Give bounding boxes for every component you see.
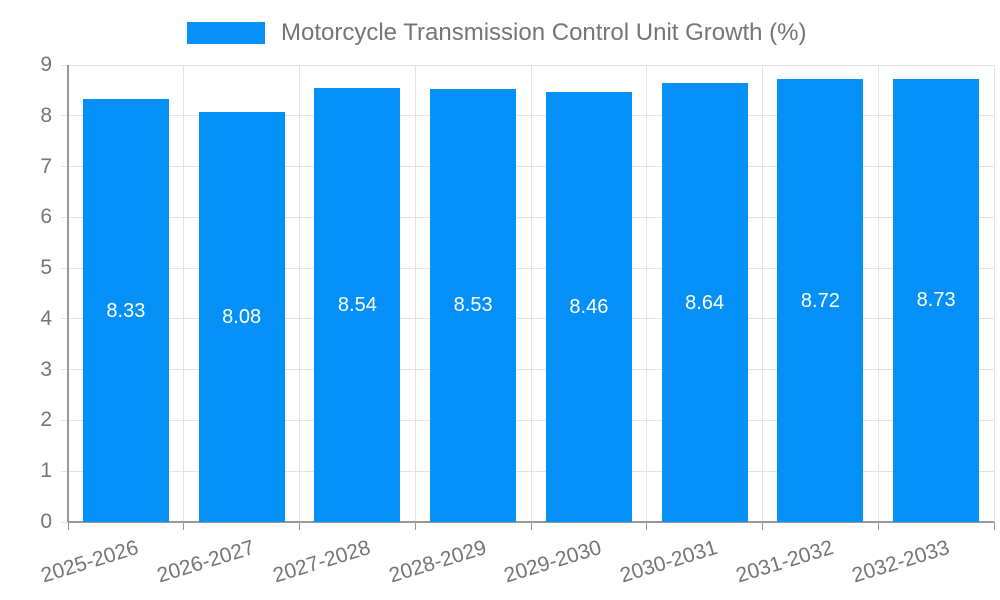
- bar-2030-2031: [661, 83, 748, 522]
- x-axis-category-label: 2025-2026: [38, 536, 142, 588]
- legend-label: Motorcycle Transmission Control Unit Gro…: [281, 19, 807, 46]
- x-axis-category-label: 2029-2030: [501, 536, 605, 588]
- x-axis-category-label: 2027-2028: [270, 536, 374, 588]
- x-gridline: [877, 65, 879, 522]
- legend-swatch-icon: [187, 22, 265, 44]
- x-gridline: [414, 65, 416, 522]
- x-gridline: [183, 65, 185, 522]
- legend: Motorcycle Transmission Control Unit Gro…: [187, 19, 806, 47]
- y-axis-tick-label: 0: [40, 510, 52, 533]
- y-axis-tick-label: 4: [40, 306, 52, 330]
- bar-value-label: 8.73: [916, 289, 956, 312]
- x-axis-tick: [877, 522, 879, 530]
- y-axis-tick: [61, 64, 68, 66]
- x-gridline: [993, 65, 995, 522]
- y-axis-tick: [61, 521, 68, 523]
- x-gridline: [762, 65, 763, 522]
- x-axis-tick: [762, 522, 763, 530]
- x-axis-category-label: 2030-2031: [617, 536, 721, 588]
- y-axis-tick-label: 9: [40, 53, 52, 76]
- y-axis-line: [67, 65, 69, 522]
- x-axis-category-label: 2028-2029: [386, 536, 489, 588]
- y-axis-tick-label: 8: [40, 103, 52, 127]
- bar-2029-2030: [545, 92, 632, 522]
- bar-value-label: 8.46: [569, 296, 609, 319]
- y-axis-tick: [61, 115, 68, 117]
- y-axis-tick-label: 6: [40, 205, 52, 229]
- y-axis-tick: [61, 419, 68, 421]
- bar-2031-2032: [777, 79, 864, 522]
- bar-value-label: 8.33: [106, 299, 146, 322]
- x-axis-category-label: 2026-2027: [154, 536, 258, 588]
- y-axis-tick-label: 5: [40, 256, 52, 280]
- bar-value-label: 8.54: [337, 294, 377, 317]
- y-axis-tick: [61, 318, 68, 320]
- bar-2028-2029: [430, 88, 517, 522]
- x-axis-tick: [67, 522, 69, 530]
- x-axis-category-label: 2032-2033: [849, 536, 952, 588]
- x-axis-tick: [993, 522, 995, 530]
- bar-value-label: 8.64: [685, 291, 725, 314]
- bar-value-label: 8.53: [453, 294, 493, 317]
- y-axis-tick: [61, 166, 68, 168]
- bar-2032-2033: [893, 78, 980, 522]
- bar-2026-2027: [198, 111, 285, 522]
- bar-2025-2026: [82, 99, 169, 522]
- x-axis-tick: [530, 522, 532, 530]
- bar-value-label: 8.08: [222, 305, 262, 328]
- bar-2027-2028: [314, 88, 401, 522]
- y-axis-tick-label: 3: [40, 357, 52, 381]
- bar-value-label: 8.72: [800, 289, 840, 312]
- x-gridline: [530, 65, 532, 522]
- y-axis-tick: [61, 216, 68, 218]
- x-axis-line: [68, 521, 994, 523]
- y-axis-tick: [61, 470, 68, 472]
- x-gridline: [299, 65, 300, 522]
- y-axis-tick-label: 2: [40, 408, 52, 432]
- y-axis-tick-label: 7: [40, 154, 52, 178]
- x-axis-tick: [414, 522, 416, 530]
- x-axis-tick: [646, 522, 648, 530]
- x-axis-tick: [299, 522, 300, 530]
- y-axis-tick: [61, 369, 68, 371]
- y-axis-tick: [61, 267, 68, 269]
- x-gridline: [646, 65, 648, 522]
- x-axis-tick: [183, 522, 185, 530]
- y-axis-tick-label: 1: [40, 459, 52, 483]
- x-axis-category-label: 2031-2032: [733, 536, 837, 588]
